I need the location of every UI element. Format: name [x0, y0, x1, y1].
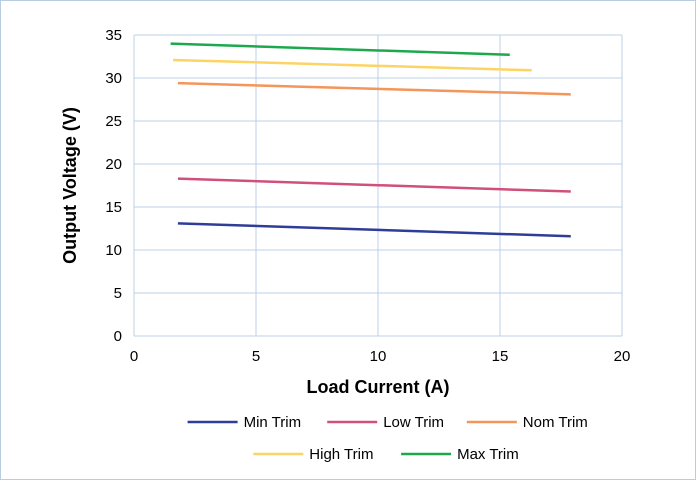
series-line-low-trim: [177, 177, 571, 193]
series-line-min-trim: [177, 222, 571, 238]
series-lines: [170, 42, 571, 238]
series-line-max-trim: [170, 42, 510, 57]
grid-lines: [133, 34, 623, 337]
series-line-nom-trim: [177, 81, 571, 96]
legend-label-nom-trim: Nom Trim: [523, 414, 588, 431]
legend: Min Trim Low Trim Nom Trim High Trim Max Tri…: [187, 414, 588, 463]
legend-label-low-trim: Low Trim: [383, 414, 444, 431]
y-axis-title: Output Voltage (V): [60, 107, 80, 264]
y-tick-label: 15: [105, 199, 122, 216]
y-tick-label: 35: [105, 27, 122, 44]
legend-label-max-trim: Max Trim: [457, 446, 519, 463]
y-tick-label: 25: [105, 113, 122, 130]
x-tick-label: 10: [370, 348, 387, 365]
y-tick-label: 30: [105, 70, 122, 87]
y-tick-label: 5: [114, 285, 122, 302]
x-tick-label: 20: [614, 348, 631, 365]
legend-label-high-trim: High Trim: [309, 446, 373, 463]
series-line-high-trim: [173, 58, 532, 72]
y-tick-label: 10: [105, 242, 122, 259]
x-tick-label: 15: [492, 348, 509, 365]
x-tick-label: 0: [130, 348, 138, 365]
tick-labels: 0 5 10 15 20 25 30 35 0 5 10 15 20: [105, 27, 630, 365]
x-axis-title: Load Current (A): [307, 377, 450, 397]
y-tick-label: 20: [105, 156, 122, 173]
legend-label-min-trim: Min Trim: [244, 414, 302, 431]
y-tick-label: 0: [114, 328, 122, 345]
x-tick-label: 5: [252, 348, 260, 365]
